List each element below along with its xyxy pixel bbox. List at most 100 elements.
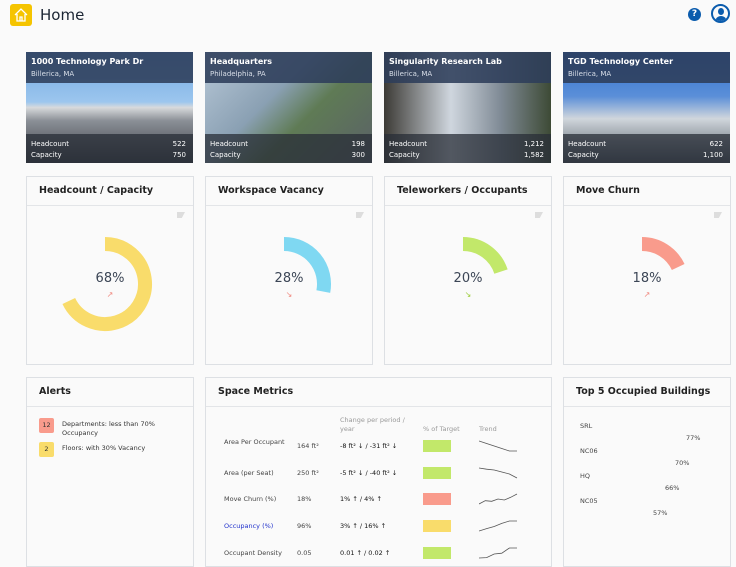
building-location: Billerica, MA <box>389 70 433 78</box>
trend-up-icon: ↗ <box>106 290 114 299</box>
target-bar <box>423 493 451 505</box>
headcount-label: Headcount <box>568 140 607 148</box>
alert-item[interactable]: 2 Floors: with 30% Vacancy <box>39 442 189 457</box>
metric-change: -8 ft² ↓ / -31 ft² ↓ <box>340 442 398 450</box>
target-bar <box>423 467 451 479</box>
gauge-value: 20% <box>453 271 483 286</box>
gauge-value: 68% <box>95 271 125 286</box>
gauge-title: Move Churn <box>564 177 730 206</box>
metric-change: 3% ↑ / 16% ↑ <box>340 522 387 530</box>
target-bar <box>423 440 451 452</box>
metric-value: 250 ft² <box>297 469 319 477</box>
gauge-value: 28% <box>274 271 304 286</box>
capacity-label: Capacity <box>568 151 599 159</box>
page-title: Home <box>40 6 85 24</box>
occupancy-value: 70% <box>675 459 690 467</box>
user-icon[interactable] <box>711 4 730 23</box>
building-label: SRL <box>580 422 593 430</box>
building-name: TGD Technology Center <box>568 57 674 66</box>
alert-count: 12 <box>39 418 54 433</box>
alerts-title: Alerts <box>27 378 193 407</box>
metric-name: Occupant Density <box>224 549 282 557</box>
trend-down-icon: ↘ <box>285 290 293 299</box>
capacity-value: 1,582 <box>523 151 544 159</box>
building-location: Philadelphia, PA <box>210 70 266 78</box>
gauge-card: Headcount / Capacity 68% ↗ <box>26 176 194 365</box>
capacity-label: Capacity <box>31 151 62 159</box>
alerts-card: Alerts 12 Departments: less than 70% Occ… <box>26 377 194 567</box>
header-trend: Trend <box>479 425 497 433</box>
alert-text: Departments: less than 70% Occupancy <box>62 420 155 437</box>
gauge-card: Teleworkers / Occupants 20% ↘ <box>384 176 552 365</box>
trend-sparkline <box>479 520 517 532</box>
building-location: Billerica, MA <box>31 70 75 78</box>
top5-title: Top 5 Occupied Buildings <box>564 378 730 407</box>
building-name: Singularity Research Lab <box>389 57 502 66</box>
headcount-label: Headcount <box>389 140 428 148</box>
filter-icon[interactable] <box>356 212 364 218</box>
gauge-arc <box>641 237 685 271</box>
metric-value: 96% <box>297 522 312 530</box>
building-card[interactable]: Singularity Research Lab Billerica, MA H… <box>384 52 551 163</box>
header-change: Change per period / year <box>340 416 405 433</box>
gauge-value: 18% <box>632 271 662 286</box>
gauge-arc <box>283 237 331 293</box>
filter-icon[interactable] <box>177 212 185 218</box>
trend-sparkline <box>479 493 518 505</box>
top5-card: Top 5 Occupied Buildings SRL 77% NC06 70%… <box>563 377 731 567</box>
building-card[interactable]: Headquarters Philadelphia, PA Headcount 1… <box>205 52 372 163</box>
header: Home ? <box>0 0 736 34</box>
metric-name[interactable]: Occupancy (%) <box>224 522 274 530</box>
building-card[interactable]: TGD Technology Center Billerica, MA Head… <box>563 52 730 163</box>
trend-down-icon: ↘ <box>464 290 472 299</box>
building-label: NC06 <box>580 447 598 455</box>
headcount-label: Headcount <box>210 140 249 148</box>
building-name: 1000 Technology Park Dr <box>31 57 144 66</box>
capacity-value: 750 <box>172 151 186 159</box>
trend-sparkline <box>479 440 517 452</box>
headcount-label: Headcount <box>31 140 70 148</box>
gauge-arc <box>462 237 508 275</box>
capacity-label: Capacity <box>389 151 420 159</box>
metric-change: -5 ft² ↓ / -40 ft² ↓ <box>340 469 398 477</box>
metric-name: Area Per Occupant <box>224 438 285 446</box>
alert-text: Floors: with 30% Vacancy <box>62 444 146 452</box>
target-bar <box>423 547 451 559</box>
headcount-value: 1,212 <box>523 140 544 148</box>
occupancy-value: 77% <box>686 434 701 442</box>
capacity-value: 1,100 <box>702 151 723 159</box>
gauge-title: Workspace Vacancy <box>206 177 372 206</box>
space-metrics-card: Space Metrics Change per period / year %… <box>205 377 552 567</box>
building-label: NC05 <box>580 497 598 505</box>
building-name: Headquarters <box>210 57 272 66</box>
occupancy-value: 66% <box>665 484 680 492</box>
building-label: HQ <box>580 472 591 480</box>
building-location: Billerica, MA <box>568 70 612 78</box>
home-icon[interactable] <box>10 4 32 26</box>
gauge-title: Teleworkers / Occupants <box>385 177 551 206</box>
header-target: % of Target <box>423 425 460 433</box>
metric-change: 0.01 ↑ / 0.02 ↑ <box>340 549 391 557</box>
alert-item[interactable]: 12 Departments: less than 70% Occupancy <box>39 418 189 438</box>
filter-icon[interactable] <box>535 212 543 218</box>
metric-value: 0.05 <box>297 549 312 557</box>
metric-name: Move Churn (%) <box>224 495 277 503</box>
filter-icon[interactable] <box>714 212 722 218</box>
metric-name: Area (per Seat) <box>224 469 274 477</box>
space-metrics-title: Space Metrics <box>206 378 551 407</box>
gauge-card: Move Churn 18% ↗ <box>563 176 731 365</box>
metric-change: 1% ↑ / 4% ↑ <box>340 495 382 503</box>
capacity-label: Capacity <box>210 151 241 159</box>
alert-count: 2 <box>39 442 54 457</box>
occupancy-value: 57% <box>653 509 668 517</box>
question-icon[interactable]: ? <box>688 8 701 21</box>
gauge-card: Workspace Vacancy 28% ↘ <box>205 176 373 365</box>
headcount-value: 622 <box>709 140 723 148</box>
metric-value: 18% <box>297 495 312 503</box>
target-bar <box>423 520 451 532</box>
trend-sparkline <box>479 467 518 479</box>
building-card[interactable]: 1000 Technology Park Dr Billerica, MA He… <box>26 52 193 163</box>
gauge-arc <box>62 237 152 331</box>
headcount-value: 522 <box>172 140 186 148</box>
gauge-title: Headcount / Capacity <box>27 177 193 206</box>
